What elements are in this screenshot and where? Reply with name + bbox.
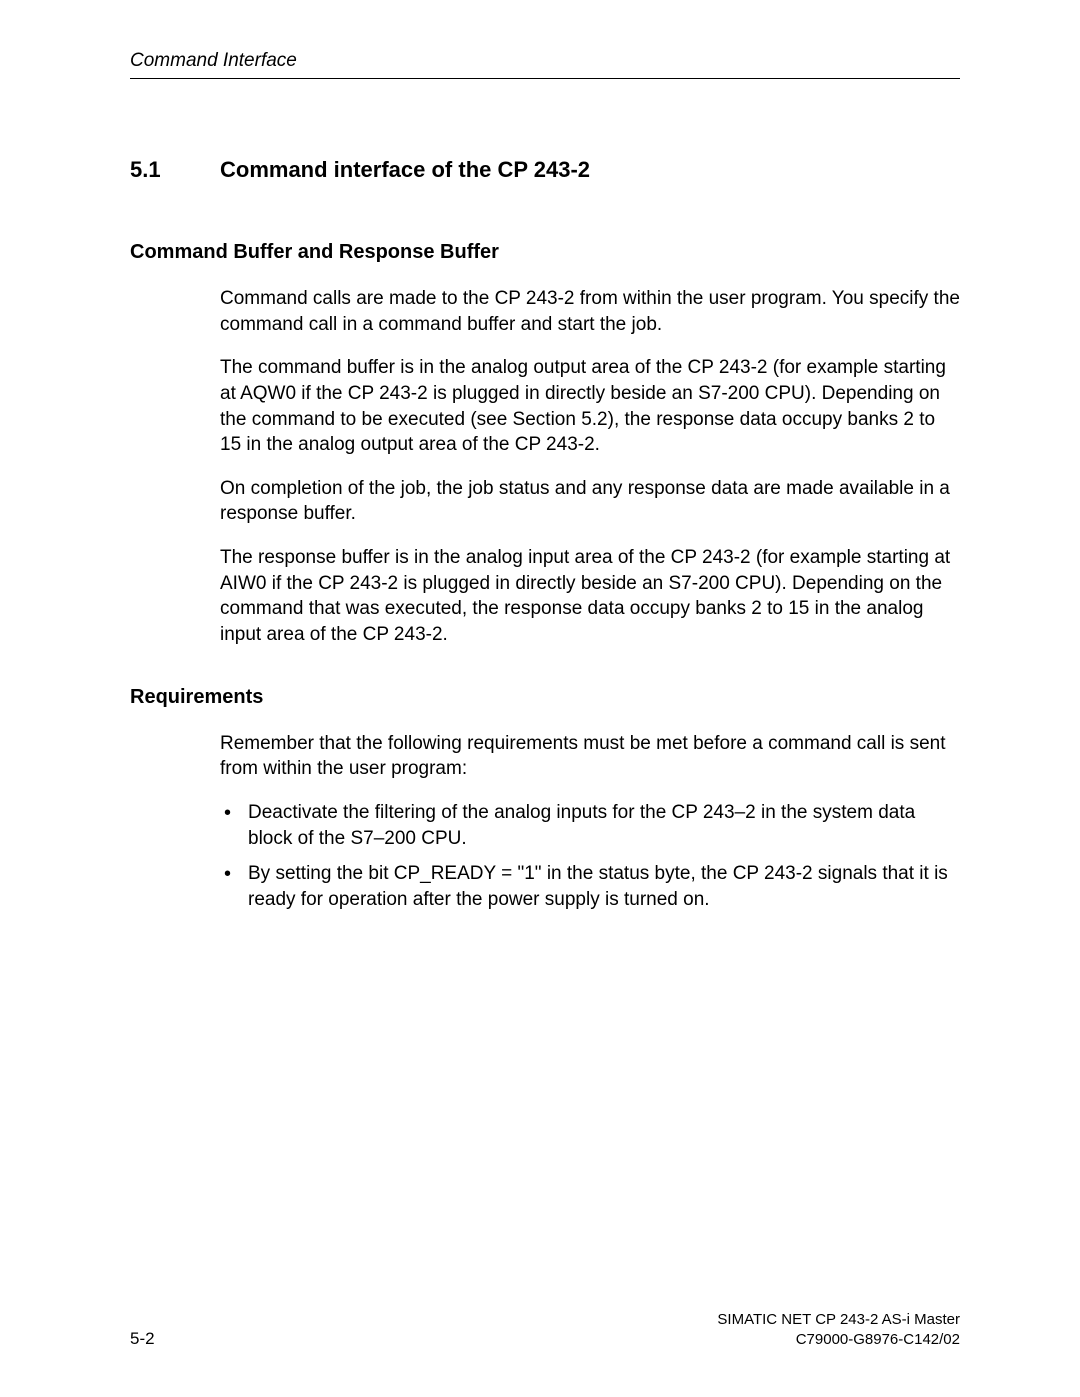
subheading-buffer: Command Buffer and Response Buffer — [130, 241, 960, 264]
page-footer: 5-2 SIMATIC NET CP 243-2 AS-i Master C79… — [130, 1310, 960, 1349]
page-number: 5-2 — [130, 1329, 155, 1349]
section-heading: 5.1 Command interface of the CP 243-2 — [130, 157, 960, 183]
body-paragraph: On completion of the job, the job status… — [220, 476, 960, 527]
list-item: By setting the bit CP_READY = "1" in the… — [220, 861, 960, 912]
subsection-buffer: Command Buffer and Response Buffer Comma… — [130, 241, 960, 648]
subsection-requirements: Requirements Remember that the following… — [130, 686, 960, 913]
subheading-requirements: Requirements — [130, 686, 960, 709]
document-page: Command Interface 5.1 Command interface … — [0, 0, 1080, 1397]
body-paragraph: The response buffer is in the analog inp… — [220, 545, 960, 648]
body-paragraph: Command calls are made to the CP 243-2 f… — [220, 286, 960, 337]
section-title: Command interface of the CP 243-2 — [220, 157, 590, 183]
footer-right: SIMATIC NET CP 243-2 AS-i Master C79000-… — [717, 1310, 960, 1349]
footer-doc-code: C79000-G8976-C142/02 — [717, 1330, 960, 1350]
header-title: Command Interface — [130, 50, 297, 71]
body-paragraph: Remember that the following requirements… — [220, 731, 960, 782]
body-paragraph: The command buffer is in the analog outp… — [220, 355, 960, 458]
list-item: Deactivate the filtering of the analog i… — [220, 800, 960, 851]
requirements-list: Deactivate the filtering of the analog i… — [220, 800, 960, 913]
section-number: 5.1 — [130, 157, 220, 183]
page-header: Command Interface — [130, 50, 960, 79]
footer-doc-title: SIMATIC NET CP 243-2 AS-i Master — [717, 1310, 960, 1330]
